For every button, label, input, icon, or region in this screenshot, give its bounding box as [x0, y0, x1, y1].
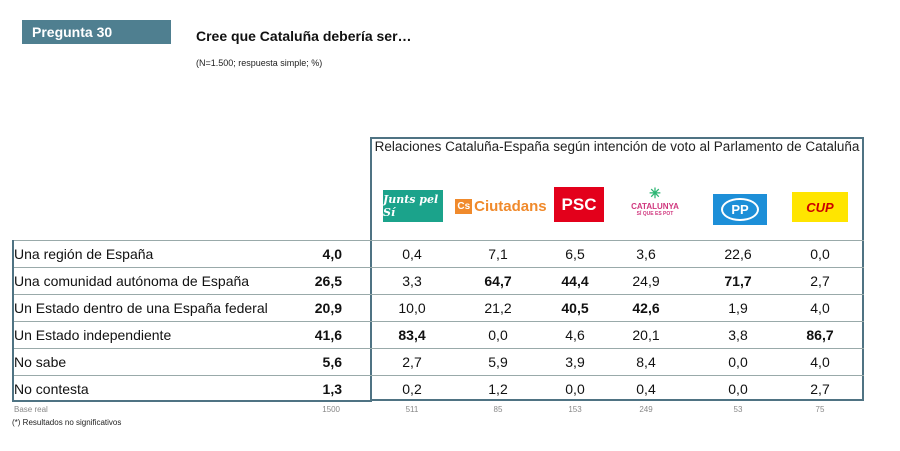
row-cell: 86,7: [806, 327, 834, 343]
table-row: Un Estado independiente 41,6 83,4 0,0 4,6 20,…: [12, 321, 864, 349]
base-value: 75: [815, 405, 825, 414]
row-cell: 0,0: [728, 354, 748, 370]
table-row: Un Estado dentro de una España federal 20…: [12, 294, 864, 322]
row-cell: 71,7: [724, 273, 752, 289]
row-total: 4,0: [322, 246, 342, 262]
row-cell: 0,4: [402, 246, 422, 262]
logo-catalunya-si-que-es-pot: ✳ CATALUNYA SÍ QUE ES POT: [622, 183, 688, 219]
party-columns-box: [370, 137, 864, 401]
question-subtitle: (N=1.500; respuesta simple; %): [196, 58, 323, 68]
row-cell: 24,9: [632, 273, 660, 289]
catalunya-text: CATALUNYA: [631, 202, 679, 211]
table-bottom-border: [12, 400, 372, 402]
base-value: 53: [733, 405, 743, 414]
logo-ciutadans: Cs Ciutadans: [455, 197, 547, 215]
row-cell: 20,1: [632, 327, 660, 343]
row-total: 26,5: [314, 273, 342, 289]
row-label: No contesta: [14, 381, 89, 397]
row-cell: 22,6: [724, 246, 752, 262]
base-value: 85: [493, 405, 503, 414]
question-badge: Pregunta 30: [22, 20, 171, 44]
row-cell: 4,0: [810, 300, 830, 316]
row-cell: 64,7: [484, 273, 512, 289]
base-value: 511: [405, 405, 419, 414]
row-cell: 83,4: [398, 327, 426, 343]
table-row: Una comunidad autónoma de España 26,5 3,3 6…: [12, 267, 864, 295]
table-row: No sabe 5,6 2,7 5,9 3,9 8,4 0,0 4,0: [12, 348, 864, 376]
row-cell: 0,0: [488, 327, 508, 343]
row-total: 41,6: [314, 327, 342, 343]
base-total: 1500: [322, 405, 340, 414]
row-cell: 3,6: [636, 246, 656, 262]
row-cell: 3,9: [565, 354, 585, 370]
row-cell: 21,2: [484, 300, 512, 316]
ciutadans-text: Ciutadans: [474, 197, 547, 215]
base-value: 249: [639, 405, 653, 414]
logo-junts-pel-si: Junts pel Sí: [383, 190, 443, 222]
row-label: Una región de España: [14, 246, 154, 262]
logo-pp: PP: [713, 194, 767, 225]
footnote: (*) Resultados no significativos: [12, 418, 122, 427]
row-cell: 2,7: [810, 381, 830, 397]
row-cell: 0,0: [565, 381, 585, 397]
row-label: Un Estado dentro de una España federal: [14, 300, 268, 316]
row-cell: 4,0: [810, 354, 830, 370]
row-cell: 0,4: [636, 381, 656, 397]
row-total: 1,3: [322, 381, 342, 397]
row-label: Un Estado independiente: [14, 327, 172, 343]
row-cell: 2,7: [810, 273, 830, 289]
row-cell: 8,4: [636, 354, 656, 370]
row-total: 20,9: [314, 300, 342, 316]
group-header: Relaciones Cataluña-España según intenci…: [374, 139, 860, 154]
table-left-border: [12, 240, 14, 402]
row-cell: 1,2: [488, 381, 508, 397]
row-cell: 6,5: [565, 246, 585, 262]
row-cell: 40,5: [561, 300, 589, 316]
row-cell: 3,8: [728, 327, 748, 343]
row-cell: 1,9: [728, 300, 748, 316]
row-cell: 4,6: [565, 327, 585, 343]
table-row: No contesta 1,3 0,2 1,2 0,0 0,4 0,0 2,7: [12, 375, 864, 403]
row-cell: 2,7: [402, 354, 422, 370]
row-cell: 7,1: [488, 246, 508, 262]
base-value: 153: [568, 405, 582, 414]
row-label: No sabe: [14, 354, 67, 370]
logo-psc: PSC: [554, 187, 604, 222]
question-title: Cree que Cataluña debería ser…: [196, 28, 412, 44]
table-row: Una región de España 4,0 0,4 7,1 6,5 3,6 22,6 0…: [12, 240, 864, 268]
row-label: Una comunidad autónoma de España: [14, 273, 250, 289]
catalunya-sub: SÍ QUE ES POT: [636, 211, 674, 217]
row-cell: 0,0: [810, 246, 830, 262]
star-icon: ✳: [649, 185, 661, 201]
pp-text: PP: [721, 198, 759, 221]
row-cell: 0,2: [402, 381, 422, 397]
row-cell: 5,9: [488, 354, 508, 370]
row-total: 5,6: [322, 354, 342, 370]
base-label: Base real: [14, 405, 48, 414]
logo-cup: CUP: [792, 192, 848, 222]
row-cell: 44,4: [561, 273, 589, 289]
row-cell: 42,6: [632, 300, 660, 316]
row-cell: 3,3: [402, 273, 422, 289]
row-cell: 10,0: [398, 300, 426, 316]
row-cell: 0,0: [728, 381, 748, 397]
